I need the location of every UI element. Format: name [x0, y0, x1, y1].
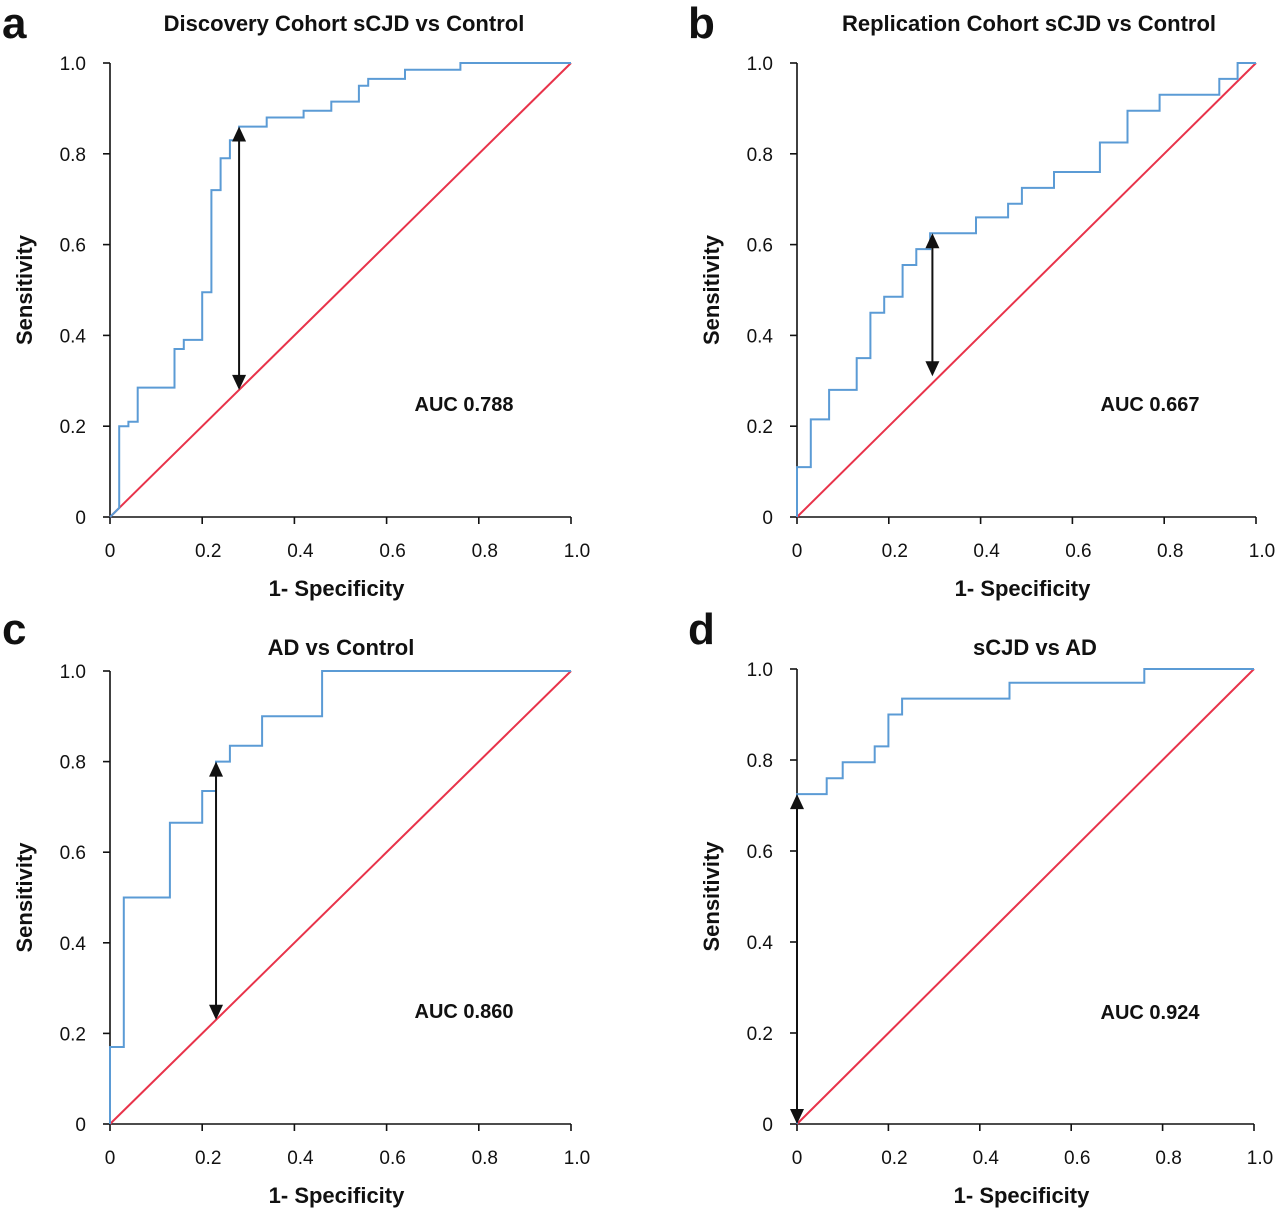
x-tick-label: 0.2 [881, 1148, 907, 1169]
x-tick-label: 0.4 [973, 1148, 1000, 1169]
x-axis-label: 1- Specificity [954, 1183, 1090, 1208]
x-tick-label: 0.2 [195, 1148, 221, 1169]
y-tick-label: 0.2 [60, 417, 86, 438]
roc-panel-d: d sCJD vs AD 0 0 0.2 0.2 0.4 0.4 0.6 0.6 0.8 0.8 1.0… [640, 605, 1280, 1212]
y-axis-label: Sensitivity [12, 234, 37, 345]
auc-label: AUC 0.860 [415, 1001, 514, 1023]
x-tick-label: 0 [792, 1148, 803, 1169]
x-axis-label: 1- Specificity [269, 1183, 405, 1208]
y-tick-label: 0.8 [747, 145, 773, 166]
chart-title: sCJD vs AD [973, 635, 1097, 660]
y-tick-label: 0.6 [60, 843, 86, 864]
y-tick-label: 0 [75, 1115, 86, 1136]
y-tick-label: 0.2 [747, 1024, 773, 1045]
auc-label: AUC 0.788 [415, 394, 514, 416]
roc-curve [109, 62, 571, 518]
y-tick-label: 0 [762, 1115, 773, 1136]
x-tick-label: 0.8 [472, 541, 498, 562]
x-tick-label: 0.2 [195, 541, 221, 562]
y-tick-label: 0.8 [60, 753, 86, 774]
y-tick-label: 1.0 [60, 662, 86, 683]
roc-curve [796, 668, 1254, 1124]
y-tick-label: 0.8 [747, 751, 773, 772]
roc-curve [796, 62, 1256, 517]
arrow-head-bottom [209, 1004, 224, 1020]
arrow-head-top [925, 233, 940, 249]
y-axis-label: Sensitivity [12, 842, 37, 953]
auc-label: AUC 0.667 [1101, 394, 1200, 416]
roc-chart-a: a Discovery Cohort sCJD vs Control 00 0.2 0.… [2, 0, 590, 601]
panel-letter: a [2, 0, 27, 48]
arrow-head-top [209, 761, 224, 777]
chart-title: AD vs Control [268, 635, 415, 660]
roc-chart-c: c AD vs Control 00 0.2 0.2 0.4 0.4 0.6 0.6 0.8 0.8… [2, 605, 590, 1208]
arrow-head-top [790, 794, 804, 810]
y-tick-label: 0 [762, 508, 773, 529]
y-tick-label: 0.6 [747, 842, 773, 863]
x-tick-label: 0.6 [1065, 541, 1091, 562]
x-tick-label: 0.8 [1157, 541, 1183, 562]
y-tick-label: 0.4 [60, 326, 87, 347]
y-tick-label: 0.4 [747, 326, 774, 347]
arrow-head-bottom [232, 374, 247, 390]
x-tick-label: 0.6 [1064, 1148, 1090, 1169]
x-axis-label: 1- Specificity [955, 576, 1091, 601]
arrow-head-top [232, 126, 247, 142]
x-tick-label: 0.8 [472, 1148, 498, 1169]
x-tick-label: 0.6 [379, 1148, 405, 1169]
x-tick-label: 0.4 [287, 1148, 314, 1169]
y-axis-label: Sensitivity [699, 841, 724, 952]
y-tick-label: 1.0 [747, 660, 773, 681]
x-tick-label: 0.6 [379, 541, 405, 562]
roc-chart-d: d sCJD vs AD 00 0.2 0.2 0.4 0.4 0.6 0.6 0.8 0.8 1.0… [688, 605, 1273, 1208]
x-tick-label: 0.8 [1155, 1148, 1181, 1169]
reference-line [796, 668, 1255, 1125]
panel-letter: d [688, 605, 715, 654]
y-tick-label: 0.8 [60, 145, 86, 166]
auc-label: AUC 0.924 [1101, 1002, 1201, 1024]
reference-line [109, 670, 572, 1125]
roc-chart-b: b Replication Cohort sCJD vs Control 00 0.2… [688, 0, 1275, 601]
x-tick-label: 1.0 [564, 1148, 590, 1169]
y-tick-label: 0.6 [747, 236, 773, 257]
y-axis-label: Sensitivity [699, 234, 724, 345]
x-tick-label: 1.0 [1249, 541, 1275, 562]
y-tick-label: 1.0 [60, 54, 86, 75]
roc-panel-b: b Replication Cohort sCJD vs Control 0 0 0.2… [640, 0, 1280, 606]
x-tick-label: 0 [105, 541, 116, 562]
reference-line [796, 62, 1257, 518]
y-tick-label: 1.0 [747, 54, 773, 75]
x-tick-label: 0 [105, 1148, 116, 1169]
x-tick-label: 0.4 [973, 541, 1000, 562]
x-tick-label: 1.0 [1247, 1148, 1273, 1169]
reference-line [109, 62, 572, 518]
y-tick-label: 0.6 [60, 236, 86, 257]
arrow-head-bottom [790, 1109, 804, 1124]
chart-title: Replication Cohort sCJD vs Control [842, 11, 1216, 36]
panel-letter: b [688, 0, 715, 48]
roc-panel-a: a Discovery Cohort sCJD vs Control 0 0 0.2 0.… [0, 0, 640, 606]
y-tick-label: 0.4 [747, 933, 774, 954]
y-tick-label: 0.4 [60, 934, 87, 955]
x-axis-label: 1- Specificity [269, 576, 405, 601]
arrow-head-bottom [925, 361, 940, 377]
x-tick-label: 0.4 [287, 541, 314, 562]
y-tick-label: 0.2 [60, 1024, 86, 1045]
x-tick-label: 0.2 [882, 541, 908, 562]
chart-title: Discovery Cohort sCJD vs Control [164, 11, 525, 36]
x-tick-label: 0 [792, 541, 803, 562]
roc-panel-c: c AD vs Control 0 0 0.2 0.2 0.4 0.4 0.6 0.6 0.8 0.8… [0, 605, 640, 1212]
x-tick-label: 1.0 [564, 541, 590, 562]
y-tick-label: 0 [75, 508, 86, 529]
panel-letter: c [2, 605, 26, 654]
y-tick-label: 0.2 [747, 417, 773, 438]
